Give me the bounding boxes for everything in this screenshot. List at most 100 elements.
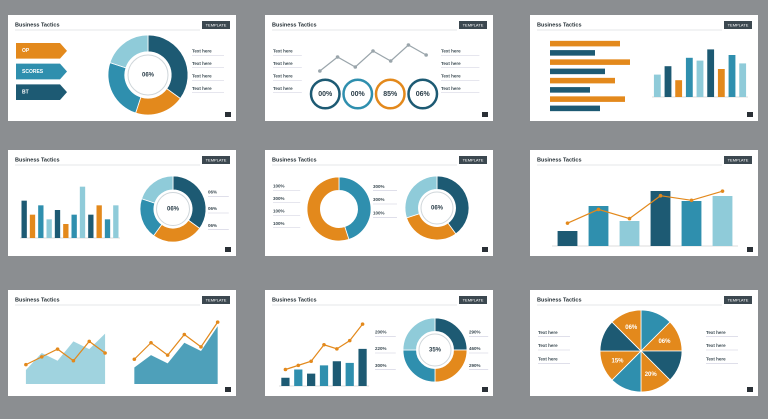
- slide-tag: TEMPLATE: [206, 157, 227, 162]
- note: Text here: [192, 86, 212, 91]
- segment: [611, 309, 642, 352]
- note: 100%: [273, 208, 285, 213]
- segment: [436, 175, 470, 235]
- segment: [141, 175, 174, 204]
- footer-mark: [482, 387, 488, 392]
- footer-mark: [482, 247, 488, 252]
- note: Text here: [538, 330, 558, 335]
- bar: [79, 186, 86, 238]
- bar: [54, 210, 61, 238]
- footer-mark: [482, 112, 488, 117]
- bar: [588, 206, 609, 246]
- note: Text here: [273, 86, 293, 91]
- slide-tag-bg: [724, 21, 752, 29]
- note: 300%: [375, 363, 387, 368]
- point: [720, 189, 725, 193]
- bar: [653, 74, 661, 97]
- line: [25, 340, 106, 366]
- note: Text here: [192, 73, 212, 78]
- bar: [681, 201, 702, 246]
- ring: [309, 78, 341, 110]
- slide-title: Business Tactics: [272, 297, 317, 303]
- pie-label: 15%: [612, 358, 625, 364]
- note: Text here: [192, 48, 212, 53]
- footer-mark: [225, 247, 231, 252]
- point: [658, 193, 663, 198]
- bar: [557, 231, 578, 246]
- bar: [21, 200, 27, 238]
- slide-tag-bg: [202, 296, 230, 304]
- point: [565, 221, 570, 225]
- note: 100%: [273, 221, 285, 226]
- slide-tag-bg: [459, 21, 487, 29]
- bar: [113, 205, 119, 238]
- bar: [728, 55, 736, 97]
- hbar: [550, 40, 620, 47]
- slide: Business Tactics TEMPLATE 200% 220% 300% 35% 2…: [265, 290, 493, 396]
- slide-tag-bg: [724, 156, 752, 164]
- slide-title: Business Tactics: [537, 22, 582, 28]
- bar: [96, 205, 102, 238]
- slide: Business Tactics TEMPLATE: [530, 150, 758, 256]
- slide: Business Tactics TEMPLATE 06% 06% 06% 06%: [8, 150, 236, 256]
- slide-tag: TEMPLATE: [463, 22, 484, 27]
- footer-mark: [225, 387, 231, 392]
- point: [406, 43, 411, 47]
- segment: [306, 176, 350, 242]
- point: [39, 355, 44, 359]
- note: Text here: [538, 343, 558, 348]
- point: [24, 362, 28, 367]
- line: [567, 190, 723, 224]
- slide-tag: TEMPLATE: [206, 297, 227, 302]
- arrow-label: BT: [22, 89, 29, 95]
- donut-hole: [418, 333, 452, 367]
- bar: [696, 60, 704, 97]
- note: 06%: [208, 190, 217, 195]
- bar: [332, 361, 341, 386]
- note: Text here: [441, 86, 461, 91]
- bar: [38, 205, 44, 238]
- point: [347, 338, 352, 343]
- slide-tag-bg: [724, 296, 752, 304]
- ring-label: 06%: [416, 91, 431, 98]
- arrow-tab: [16, 43, 67, 59]
- hbar: [550, 87, 590, 93]
- note: Text here: [273, 48, 293, 53]
- pie-label: 06%: [625, 325, 638, 331]
- line: [133, 321, 219, 360]
- slide-tag: TEMPLATE: [463, 297, 484, 302]
- note: Text here: [273, 73, 293, 78]
- note: 06%: [208, 206, 217, 211]
- note: 460%: [469, 346, 481, 351]
- point: [55, 347, 60, 351]
- bar: [739, 63, 747, 97]
- slide-title: Business Tactics: [15, 157, 60, 163]
- ring-label: 85%: [383, 91, 398, 98]
- slide: Business Tactics TEMPLATE: [530, 15, 758, 121]
- slide-title: Business Tactics: [272, 157, 317, 163]
- bar: [104, 219, 111, 238]
- bar: [675, 80, 683, 97]
- arrow-tab: [16, 63, 67, 80]
- slide-title: Business Tactics: [537, 157, 582, 163]
- bar: [319, 365, 329, 386]
- point: [335, 347, 339, 351]
- point: [335, 55, 340, 59]
- point: [215, 320, 220, 324]
- bar: [650, 191, 671, 246]
- bar: [712, 196, 733, 246]
- bar: [717, 69, 725, 97]
- slide: Business Tactics TEMPLATE: [8, 290, 236, 396]
- segment: [404, 175, 438, 219]
- point: [283, 367, 288, 372]
- point: [424, 53, 428, 57]
- bar: [664, 66, 672, 97]
- segment: [402, 317, 436, 351]
- note: Text here: [441, 73, 461, 78]
- bar: [63, 224, 69, 238]
- point: [309, 359, 313, 364]
- footer-mark: [747, 387, 753, 392]
- slide-tag: TEMPLATE: [728, 22, 749, 27]
- arrow-label: SCORES: [22, 69, 44, 75]
- bar: [294, 369, 303, 386]
